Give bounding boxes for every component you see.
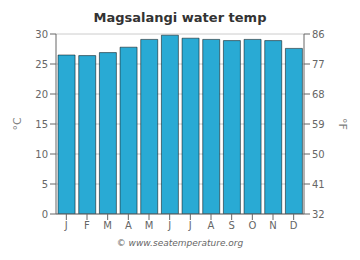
svg-text:N: N xyxy=(269,220,276,231)
svg-text:5: 5 xyxy=(42,179,48,190)
svg-text:S: S xyxy=(228,220,234,231)
svg-text:30: 30 xyxy=(35,29,48,40)
svg-text:°F: °F xyxy=(336,118,349,130)
svg-text:25: 25 xyxy=(35,59,48,70)
svg-text:77: 77 xyxy=(312,59,325,70)
svg-text:J: J xyxy=(167,220,171,231)
svg-text:50: 50 xyxy=(312,149,325,160)
svg-text:M: M xyxy=(103,220,112,231)
svg-text:15: 15 xyxy=(35,119,48,130)
svg-text:J: J xyxy=(64,220,68,231)
svg-text:0: 0 xyxy=(42,209,48,220)
svg-text:F: F xyxy=(84,220,90,231)
svg-text:41: 41 xyxy=(312,179,325,190)
svg-text:M: M xyxy=(145,220,154,231)
svg-text:32: 32 xyxy=(312,209,325,220)
svg-text:20: 20 xyxy=(35,89,48,100)
html-text:Magsalangi water temp: Magsalangi water temp xyxy=(93,10,267,25)
svg-text:A: A xyxy=(208,220,215,231)
html-text:© www.seatemperature.org: © www.seatemperature.org xyxy=(116,238,244,248)
svg-text:D: D xyxy=(290,220,298,231)
svg-text:68: 68 xyxy=(312,89,325,100)
svg-text:86: 86 xyxy=(312,29,325,40)
svg-text:59: 59 xyxy=(312,119,325,130)
svg-text:J: J xyxy=(188,220,192,231)
svg-text:°C: °C xyxy=(11,117,24,131)
svg-text:O: O xyxy=(248,220,256,231)
svg-text:A: A xyxy=(125,220,132,231)
svg-text:10: 10 xyxy=(35,149,48,160)
